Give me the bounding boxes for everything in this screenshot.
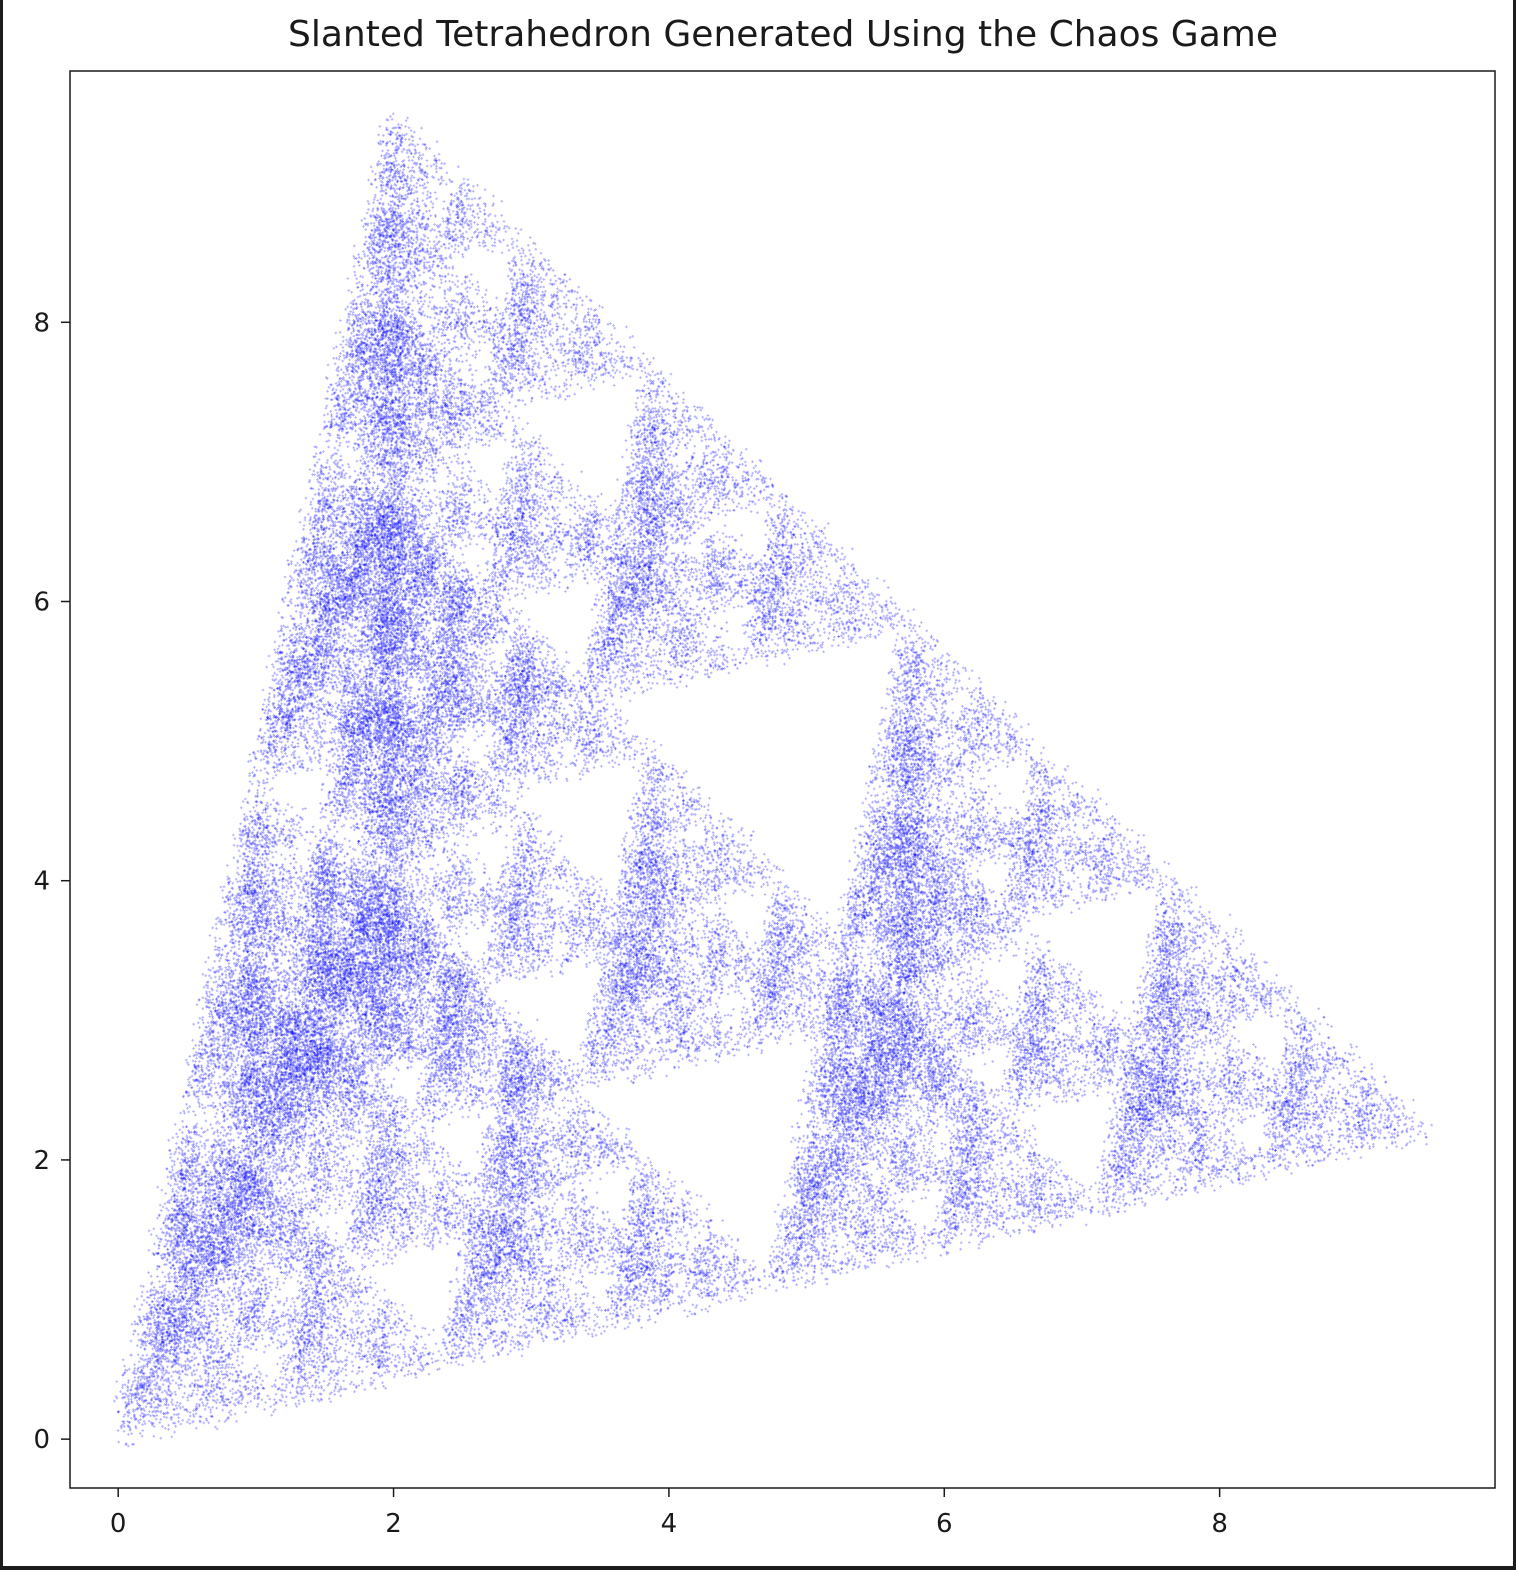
scatter-point-batch xyxy=(123,125,1420,1446)
chart-figure: Slanted Tetrahedron Generated Using the … xyxy=(3,0,1513,1566)
scatter-point-batch xyxy=(117,117,1400,1446)
chart-svg: 0 2 4 6 8 0 2 4 6 8 xyxy=(33,70,1496,1539)
x-axis: 0 2 4 6 8 xyxy=(110,1488,1228,1539)
scatter-point-batch xyxy=(121,126,1433,1430)
scatter-points xyxy=(113,112,1433,1448)
scatter-point-batch xyxy=(117,140,1395,1435)
chart-title: Slanted Tetrahedron Generated Using the … xyxy=(288,14,1278,55)
scatter-point-batch xyxy=(113,115,1396,1432)
scatter-point-batch xyxy=(121,118,1420,1431)
y-tick-label: 2 xyxy=(33,1146,50,1176)
scatter-point-batch xyxy=(121,131,1413,1448)
y-tick-label: 8 xyxy=(33,308,50,338)
x-tick-label: 0 xyxy=(110,1509,127,1539)
y-tick-label: 4 xyxy=(33,867,50,897)
x-tick-label: 4 xyxy=(661,1509,678,1539)
x-tick-label: 8 xyxy=(1211,1509,1228,1539)
scatter-point-batch xyxy=(117,116,1423,1440)
x-tick-label: 2 xyxy=(385,1509,402,1539)
plot-frame xyxy=(69,70,1496,1489)
scatter-point-batch xyxy=(115,161,1405,1429)
scatter-point-batch xyxy=(120,112,1412,1438)
scatter-point-batch xyxy=(123,140,1402,1446)
y-axis: 0 2 4 6 8 xyxy=(33,308,70,1455)
x-tick-label: 6 xyxy=(936,1509,953,1539)
scatter-point-batch xyxy=(127,126,1416,1428)
scatter-point-batch xyxy=(122,137,1406,1438)
scatter-point-batch xyxy=(121,126,1428,1432)
y-tick-label: 6 xyxy=(33,588,50,618)
scatter-point-batch xyxy=(115,123,1405,1429)
scatter-point-batch xyxy=(116,118,1414,1429)
scatter-point-batch xyxy=(114,126,1407,1431)
y-tick-label: 0 xyxy=(33,1425,50,1455)
